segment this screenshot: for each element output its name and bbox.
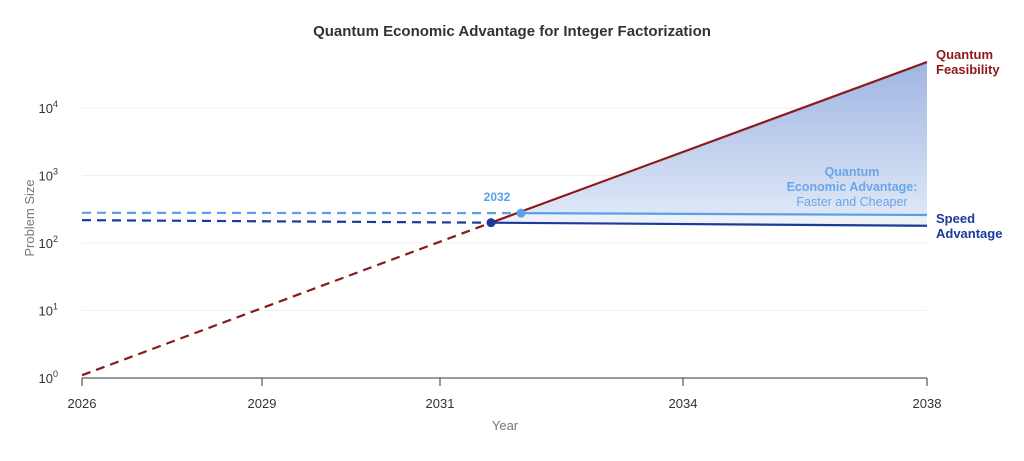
data-point-0: [486, 218, 496, 228]
y-tick-label: 103: [39, 167, 58, 184]
point-label-2032: 2032: [484, 190, 511, 204]
x-tick-label: 2029: [248, 396, 277, 411]
region-label-line1: Quantum: [825, 165, 880, 179]
economic-advantage-solid-line: [520, 212, 928, 217]
speed-label-2: Advantage: [936, 226, 1002, 241]
y-tick-label: 101: [39, 302, 58, 319]
speed-label-1: Speed: [936, 211, 975, 226]
region-label-line3: Faster and Cheaper: [796, 195, 907, 209]
x-tick-label: 2026: [68, 396, 97, 411]
speed-advantage-dashed-line: [81, 219, 492, 224]
y-tick-label: 104: [39, 99, 58, 116]
x-tick-label: 2031: [426, 396, 455, 411]
data-point-1: [516, 208, 526, 218]
region-label-line2: Economic Advantage:: [787, 180, 918, 194]
feasibility-label-2: Feasibility: [936, 62, 1000, 77]
y-axis-label: Problem Size: [22, 179, 37, 256]
x-tick-label: 2038: [913, 396, 942, 411]
y-tick-label: 102: [39, 234, 58, 251]
x-axis-label: Year: [492, 418, 519, 433]
region-label: Quantum Economic Advantage: Faster and C…: [787, 165, 918, 209]
chart-title: Quantum Economic Advantage for Integer F…: [313, 23, 711, 40]
speed-advantage-solid-line: [491, 221, 928, 227]
feasibility-solid-line: [490, 60, 928, 224]
feasibility-label-1: Quantum: [936, 47, 993, 62]
x-tick-label: 2034: [669, 396, 698, 411]
feasibility-dashed-line: [81, 221, 492, 377]
y-tick-label: 100: [39, 369, 58, 386]
